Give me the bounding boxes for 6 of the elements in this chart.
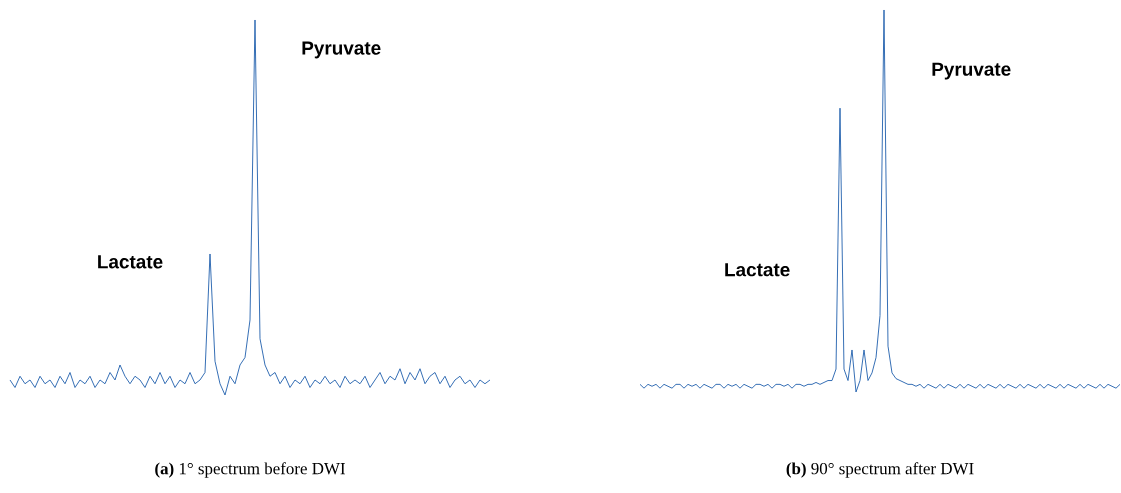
annotation: Pyruvate [302,41,381,59]
text: (a) 1° spectrum before DWI [155,462,345,478]
annotation: Lactate [98,255,163,269]
text: (b) 90° spectrum after DWI [786,462,974,478]
annotation: Lactate [725,263,790,277]
annotation: Pyruvate [932,62,1011,80]
